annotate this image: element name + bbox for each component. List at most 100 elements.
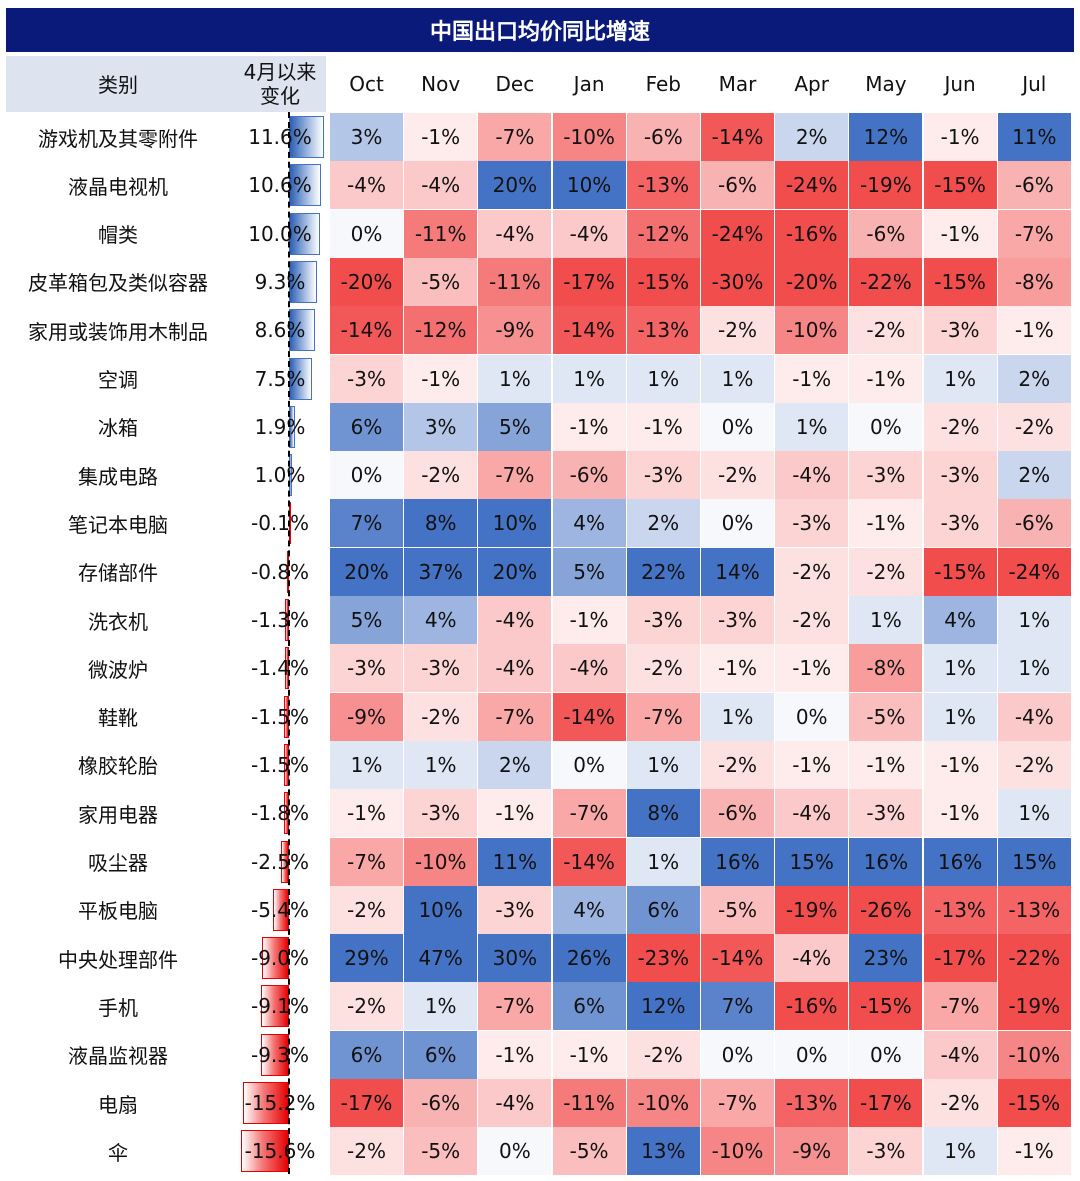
heatmap-cell: -6%	[849, 209, 923, 258]
row-category-label: 液晶监视器	[68, 1044, 168, 1069]
heatmap-cell: -2%	[923, 402, 997, 451]
heatmap-cell: -17%	[330, 1079, 403, 1127]
heatmap-cell: 1%	[330, 740, 403, 789]
heatmap-cell: 2%	[997, 451, 1071, 500]
heatmap-cell: 13%	[626, 1127, 700, 1176]
heatmap-cell: -4%	[478, 596, 552, 644]
heatmap-cell: -2%	[997, 402, 1071, 451]
heatmap-cell: 16%	[849, 837, 923, 886]
heatmap-cell: -17%	[923, 934, 997, 983]
heatmap-cell: 8%	[404, 499, 478, 548]
heatmap-cell: -2%	[404, 692, 478, 741]
heatmap-cell: 1%	[923, 692, 997, 741]
heatmap-cell: -20%	[330, 257, 403, 306]
heatmap-cell: -1%	[626, 402, 700, 451]
month-header: Dec	[495, 72, 535, 96]
heatmap-cell: -1%	[923, 740, 997, 789]
heatmap-cell: -7%	[626, 692, 700, 741]
heatmap-cell: -16%	[775, 209, 849, 258]
heatmap-cell: 14%	[701, 547, 774, 596]
change-value-label: -1.4%	[250, 656, 310, 681]
heatmap-cell: -3%	[478, 885, 552, 934]
row-category-label: 笔记本电脑	[68, 512, 168, 537]
heatmap-cell: -2%	[626, 644, 700, 693]
heatmap-cell: 20%	[478, 547, 552, 596]
heatmap-cell: -1%	[701, 644, 774, 693]
heatmap-cell: -6%	[701, 789, 774, 838]
change-value-label: -0.8%	[250, 559, 310, 584]
heatmap-cell: -15%	[997, 1079, 1071, 1127]
heatmap-cell: -30%	[701, 257, 774, 306]
heatmap-cell: 1%	[923, 644, 997, 693]
heatmap-cell: 4%	[923, 596, 997, 644]
change-bar	[289, 212, 320, 255]
heatmap-cell: -7%	[478, 451, 552, 500]
heatmap-cell: -12%	[404, 306, 478, 355]
heatmap-cell: -1%	[997, 1127, 1071, 1176]
change-value-label: -9.3%	[250, 1042, 310, 1067]
heatmap-cell: -8%	[849, 644, 923, 693]
change-value-label: 10.0%	[248, 221, 312, 246]
month-header: Feb	[645, 72, 681, 96]
heatmap-cell: -2%	[701, 451, 774, 500]
heatmap-cell: -3%	[849, 451, 923, 500]
heatmap-cell: -4%	[775, 934, 849, 983]
heatmap-cell: 1%	[997, 789, 1071, 838]
heatmap-cell: -11%	[552, 1079, 626, 1127]
heatmap-cell: 4%	[404, 596, 478, 644]
heatmap-cell: 47%	[404, 934, 478, 983]
heatmap-cell: 0%	[849, 1030, 923, 1079]
heatmap-cell: -1%	[404, 113, 478, 161]
heatmap-cell: -22%	[997, 934, 1071, 983]
heatmap-cell: -2%	[775, 547, 849, 596]
heatmap-cell: 1%	[626, 740, 700, 789]
heatmap-cell: 1%	[404, 740, 478, 789]
heatmap-cell: -2%	[330, 885, 403, 934]
heatmap-cell: 6%	[626, 885, 700, 934]
heatmap-cell: -5%	[701, 885, 774, 934]
change-value-label: -1.3%	[250, 608, 310, 632]
heatmap-cell: -7%	[552, 789, 626, 838]
row-category-label: 洗衣机	[88, 609, 148, 634]
heatmap-cell: -13%	[775, 1079, 849, 1127]
heatmap-cell: -3%	[849, 1127, 923, 1176]
change-value-label: 8.6%	[254, 318, 306, 343]
heatmap-cell: -15%	[923, 257, 997, 306]
heatmap-cell: -1%	[552, 596, 626, 644]
heatmap-cell: 12%	[849, 113, 923, 161]
heatmap-cell: -14%	[552, 692, 626, 741]
heatmap-cell: -19%	[775, 885, 849, 934]
heatmap-cell: -3%	[330, 354, 403, 403]
heatmap-cell: 1%	[626, 354, 700, 403]
heatmap-cell: 0%	[849, 402, 923, 451]
heatmap-cell: -6%	[626, 113, 700, 161]
heatmap-cell: -1%	[997, 306, 1071, 355]
heatmap-cell: 0%	[478, 1127, 552, 1176]
heatmap-cell: -10%	[626, 1079, 700, 1127]
heatmap-cell: 2%	[478, 740, 552, 789]
heatmap-cell: -1%	[923, 789, 997, 838]
heatmap-cell: -4%	[552, 209, 626, 258]
month-header: Jan	[573, 72, 605, 96]
heatmap-cell: -15%	[849, 982, 923, 1031]
heatmap-cell: 8%	[626, 789, 700, 838]
heatmap-cell: 4%	[552, 885, 626, 934]
row-category-label: 鞋靴	[98, 706, 138, 731]
heatmap-cell: -13%	[626, 161, 700, 210]
heatmap-cell: -5%	[404, 1127, 478, 1176]
heatmap-cell: -5%	[404, 257, 478, 306]
heatmap-cell: -2%	[626, 1030, 700, 1079]
change-value-label: -9.1%	[250, 994, 310, 1019]
change-bar	[260, 1033, 289, 1076]
heatmap-cell: -7%	[701, 1079, 774, 1127]
heatmap-cell: 0%	[701, 499, 774, 548]
heatmap-cell: 11%	[997, 113, 1071, 161]
heatmap-cell: 22%	[626, 547, 700, 596]
change-bar	[242, 1082, 289, 1124]
row-category-label: 家用或装饰用木制品	[28, 319, 208, 344]
change-value-label: -0.1%	[250, 511, 310, 536]
heatmap-cell: 7%	[701, 982, 774, 1031]
row-category-label: 伞	[108, 1140, 128, 1165]
heatmap-cell: -2%	[330, 1127, 403, 1176]
row-category-label: 游戏机及其零附件	[38, 126, 198, 151]
